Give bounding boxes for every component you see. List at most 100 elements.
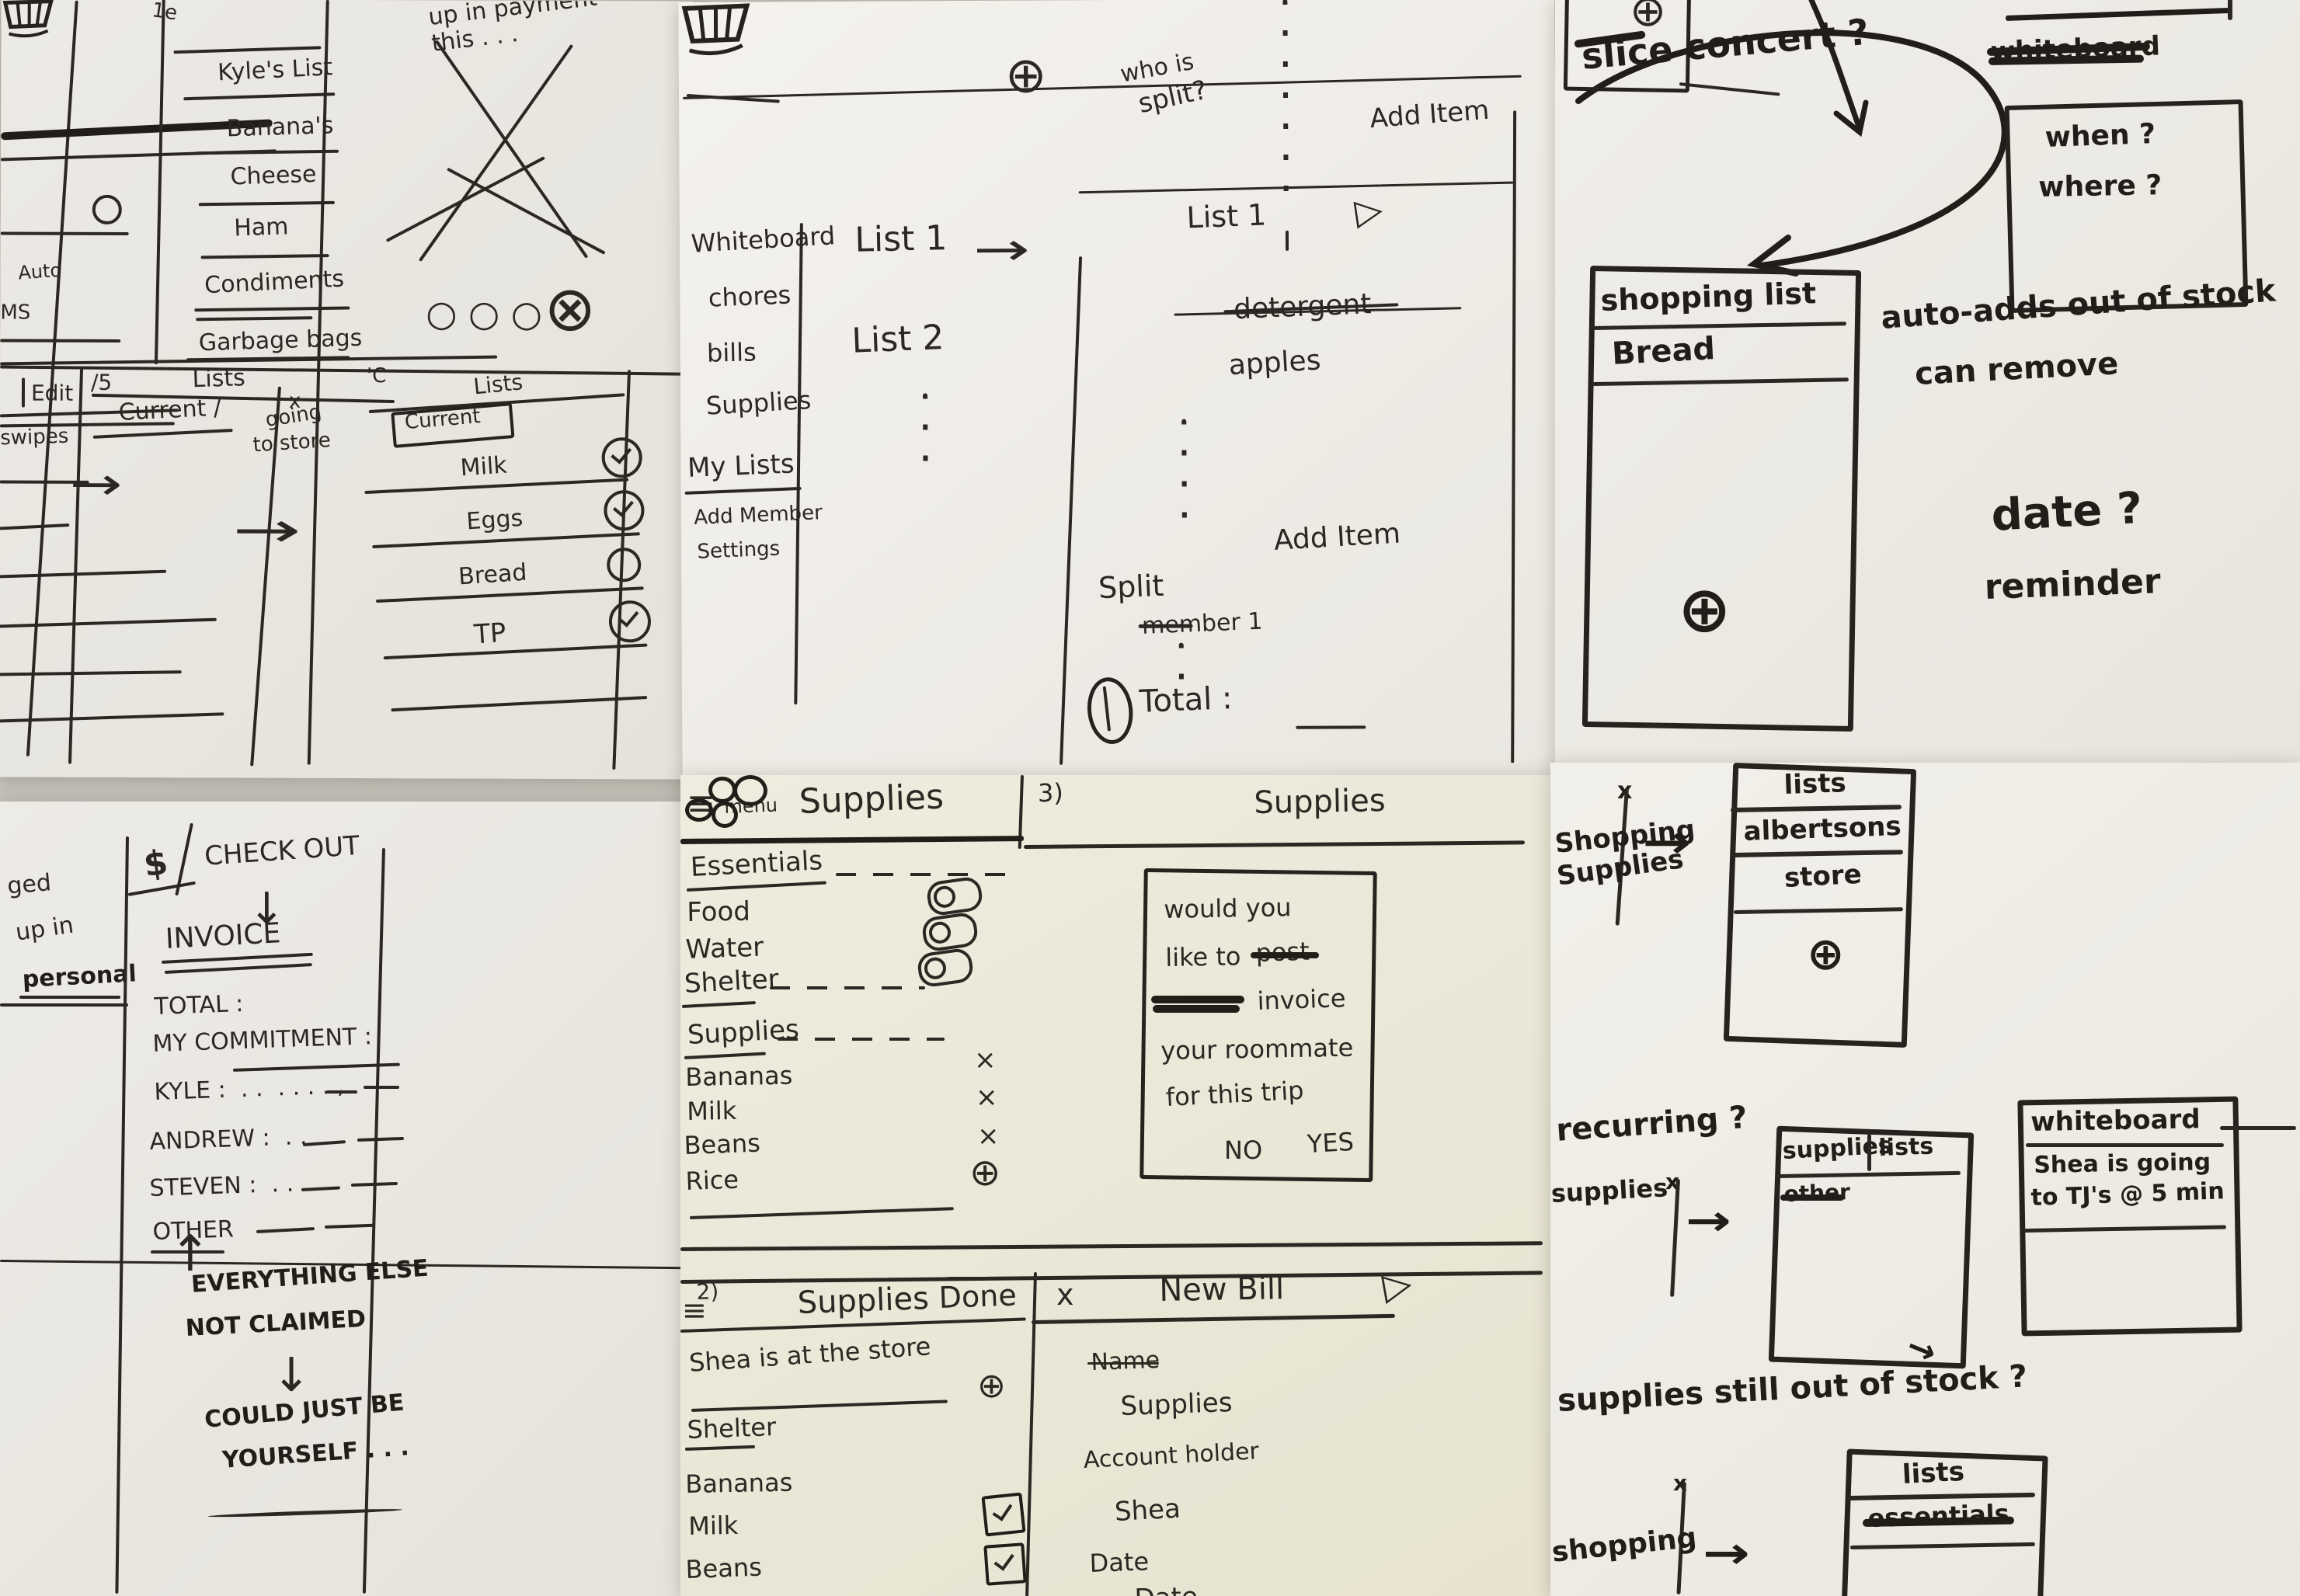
checked-circle-icon[interactable] [608,600,652,643]
toggle-icon[interactable] [916,947,975,989]
list-link[interactable]: List 2 [851,318,945,361]
toggle-icon[interactable] [920,911,980,953]
send-icon[interactable]: ▷ [1379,1260,1415,1309]
card-title: shopping list [1599,276,1817,318]
page-mark: 'C [367,364,387,388]
checkbox-checked-icon[interactable] [983,1542,1027,1586]
checkbox-checked-icon[interactable] [981,1492,1026,1537]
sidebar-item-add-member[interactable]: Add Member [693,501,823,530]
list-title[interactable]: Kyle's List [217,54,333,87]
sidebar-item-bills[interactable]: bills [706,337,757,368]
add-button-icon[interactable]: ⊕ [1630,0,1666,37]
section-essentials[interactable]: Essentials [689,845,823,883]
more-dots [1181,419,1187,520]
page-dots[interactable]: ○ ○ ○ [426,292,543,335]
field-value-holder[interactable]: Shea [1113,1493,1181,1528]
remove-x[interactable]: × [974,1045,997,1076]
tab-current[interactable]: Current / [117,394,222,426]
menu-icon[interactable]: ≡ [682,1293,707,1327]
list-item[interactable]: Cheese [229,160,317,191]
cart-icon[interactable] [2,0,56,43]
list-item[interactable]: Condiments [204,265,345,300]
sheet-bottom-right: x Shopping Supplies → lists albertsons s… [1550,763,2300,1596]
sidebar-item-settings[interactable]: Settings [696,537,781,564]
add-button-icon[interactable]: ⊕ [969,1151,1001,1194]
card-row[interactable]: other [1783,1179,1851,1207]
send-icon[interactable]: ▷ [1352,187,1386,233]
row-food: Food [686,895,751,928]
margin-note: swipes [0,424,69,450]
list-item: Milk [459,451,508,482]
add-button-icon[interactable]: ⊕ [1004,47,1047,105]
tab-count: /5 [90,369,113,395]
flow-line [1670,1178,1680,1297]
list-item[interactable]: Ham [233,213,289,242]
dialog-no-button[interactable]: NO [1224,1135,1263,1165]
add-button-icon[interactable]: ⊕ [977,1366,1006,1406]
sidebar-item-my-lists[interactable]: My Lists [687,448,795,484]
close-circle-icon[interactable]: ⊗ [544,272,597,346]
flow-label: shopping [1550,1521,1699,1569]
add-item-button[interactable]: Add Item [1369,94,1491,135]
annotation: to store [252,428,332,457]
list-link[interactable]: List 1 [854,218,948,260]
arrow-right-icon: → [232,501,301,558]
list-item: TP [472,617,507,651]
sheet-top-middle: ⊕ who is split? Add Item List 1 ▷ Whiteb… [678,0,1559,781]
card-row[interactable]: store [1783,858,1863,894]
card-title: whiteboard [2030,1104,2201,1138]
phone-edge [154,0,165,365]
card-header[interactable]: lists [1877,1132,1934,1162]
sidebar-item-whiteboard[interactable]: Whiteboard [690,221,837,259]
card-header[interactable]: supplies [1781,1132,1893,1165]
annotation: reminder [1983,562,2162,607]
list-item[interactable]: apples [1227,344,1322,382]
dialog-text: your roommate [1160,1032,1354,1066]
total-label: Total : [1138,680,1234,720]
done-button[interactable]: Done [938,1278,1018,1315]
close-x-button[interactable]: x [1056,1278,1074,1312]
dialog-text: would you [1163,892,1292,924]
row-rice: Rice [684,1164,739,1196]
new-bill-title: New Bill [1158,1271,1285,1309]
row-milk: Milk [686,1095,737,1126]
card-row[interactable]: albertsons [1742,810,1902,847]
add-item-button[interactable]: Add Item [1272,517,1402,557]
row-shelter: Shelter [686,1412,777,1445]
remove-x[interactable]: × [977,1121,1000,1152]
annotation: supplies still out of stock ? [1556,1358,2029,1419]
margin-note: personal [21,960,137,993]
card-row[interactable]: lists [1783,767,1847,801]
edit-button[interactable]: Edit [30,380,74,406]
list-item[interactable]: Garbage bags [198,324,363,357]
list-item[interactable]: Banana's [226,112,334,143]
add-button-icon[interactable]: ⊕ [1678,573,1731,647]
x-doodle [385,156,545,242]
sheet-top-left: 1e up in payment this . . . Auto MS Kyle… [0,0,693,780]
radio-circle[interactable] [92,194,122,224]
checked-circle-icon[interactable] [601,437,642,478]
sidebar-item-supplies[interactable]: Supplies [705,384,812,421]
screen-title: Lists [192,364,246,394]
toggle-icon[interactable] [925,875,984,917]
header-line [682,75,1522,99]
field-value-date-cutoff[interactable]: Date [1134,1581,1199,1596]
section-supplies[interactable]: Supplies [686,1014,800,1051]
cart-icon[interactable] [678,2,753,68]
remove-x[interactable]: × [976,1082,998,1113]
screen-title: Supplies [796,1281,930,1321]
sketch-note: up in payment this . . . [426,0,599,57]
add-button-icon[interactable]: ⊕ [1807,927,1845,980]
sheet-top-right: ⊕ slice concert ? whiteboard when ? wher… [1555,0,2300,769]
field-value-name[interactable]: Supplies [1119,1386,1234,1422]
sidebar-item-chores[interactable]: chores [708,280,792,313]
unchecked-circle-icon[interactable] [607,548,642,582]
card-row[interactable]: lists [1901,1455,1965,1490]
list-item[interactable]: Bread [1610,331,1717,372]
dialog-yes-button[interactable]: YES [1306,1126,1355,1159]
annotation: NOT CLAIMED [184,1305,367,1342]
list-item: Bread [458,558,528,591]
arrow-right-icon: → [1686,1196,1731,1245]
annotation: recurring ? [1554,1099,1748,1149]
split-label: Split [1098,568,1165,606]
